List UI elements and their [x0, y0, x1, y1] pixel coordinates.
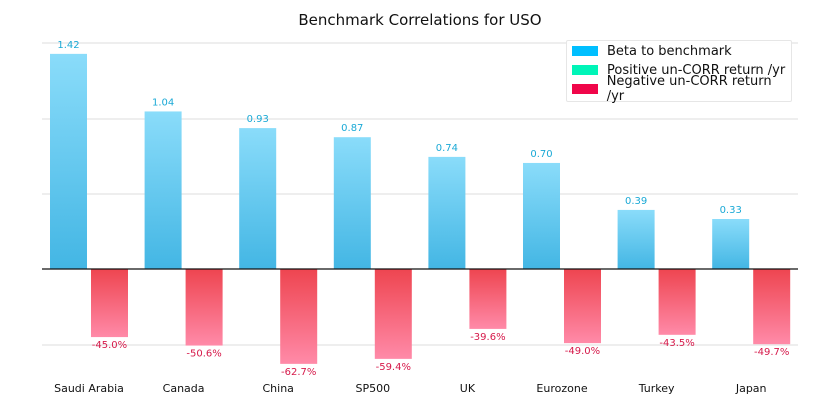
category-label: Canada: [163, 382, 205, 395]
beta-value-label: 0.74: [436, 143, 458, 154]
negative-value-label: -59.4%: [376, 362, 411, 373]
beta-value-label: 0.93: [247, 114, 269, 125]
negative-return-bar: [658, 269, 696, 335]
category-label: UK: [460, 382, 476, 395]
negative-return-bar: [374, 269, 412, 359]
bars: [50, 53, 791, 364]
legend-swatch-positive: [572, 65, 598, 75]
beta-value-label: 0.70: [530, 149, 552, 160]
negative-value-label: -49.7%: [754, 347, 789, 358]
legend-label-positive: Positive un-CORR return /yr: [607, 62, 786, 78]
legend-item-beta: Beta to benchmark: [572, 42, 732, 60]
category-label: Turkey: [638, 382, 675, 395]
category-label: SP500: [355, 382, 390, 395]
beta-bar: [333, 137, 371, 269]
legend-item-negative: Negative un-CORR return /yr: [572, 74, 791, 104]
chart-title: Benchmark Correlations for USO: [298, 11, 541, 29]
legend-swatch-negative: [572, 84, 598, 94]
negative-return-bar: [280, 269, 318, 364]
beta-value-label: 1.42: [57, 40, 79, 51]
beta-value-label: 0.39: [625, 196, 647, 207]
negative-value-label: -45.0%: [92, 340, 127, 351]
beta-bar: [50, 53, 87, 270]
beta-value-label: 0.33: [720, 205, 742, 216]
legend-label-beta: Beta to benchmark: [607, 43, 732, 59]
beta-value-label: 1.04: [152, 97, 174, 108]
category-label: China: [262, 382, 293, 395]
negative-return-bar: [564, 269, 601, 344]
beta-value-label: 0.87: [341, 123, 363, 134]
negative-value-label: -49.0%: [565, 346, 600, 357]
negative-return-bar: [469, 269, 507, 329]
category-label: Saudi Arabia: [54, 382, 124, 395]
category-label: Japan: [735, 382, 767, 395]
negative-value-label: -39.6%: [470, 332, 505, 343]
category-labels: Saudi Arabia Canada China SP500 UK Eurozone Tu…: [54, 382, 766, 395]
negative-return-bar: [91, 269, 128, 338]
beta-bar: [712, 219, 750, 269]
beta-bar: [428, 156, 466, 269]
value-labels: 1.42 -45.0% 1.04 -50.6% 0.93 -62.7% 0.87 -59.4%…: [57, 40, 789, 378]
beta-bar: [523, 162, 560, 269]
legend-label-negative: Negative un-CORR return /yr: [606, 74, 772, 104]
beta-bar: [617, 209, 655, 269]
beta-bar: [239, 128, 277, 269]
negative-return-bar: [753, 269, 791, 345]
negative-return-bar: [185, 269, 223, 346]
legend-swatch-beta: [572, 46, 598, 56]
negative-value-label: -43.5%: [659, 338, 694, 349]
negative-value-label: -50.6%: [186, 349, 221, 360]
legend: Beta to benchmark Positive un-CORR retur…: [566, 40, 792, 104]
category-label: Eurozone: [536, 382, 587, 395]
negative-value-label: -62.7%: [281, 367, 316, 378]
legend-item-positive: Positive un-CORR return /yr: [572, 61, 785, 79]
beta-bar: [144, 111, 182, 269]
